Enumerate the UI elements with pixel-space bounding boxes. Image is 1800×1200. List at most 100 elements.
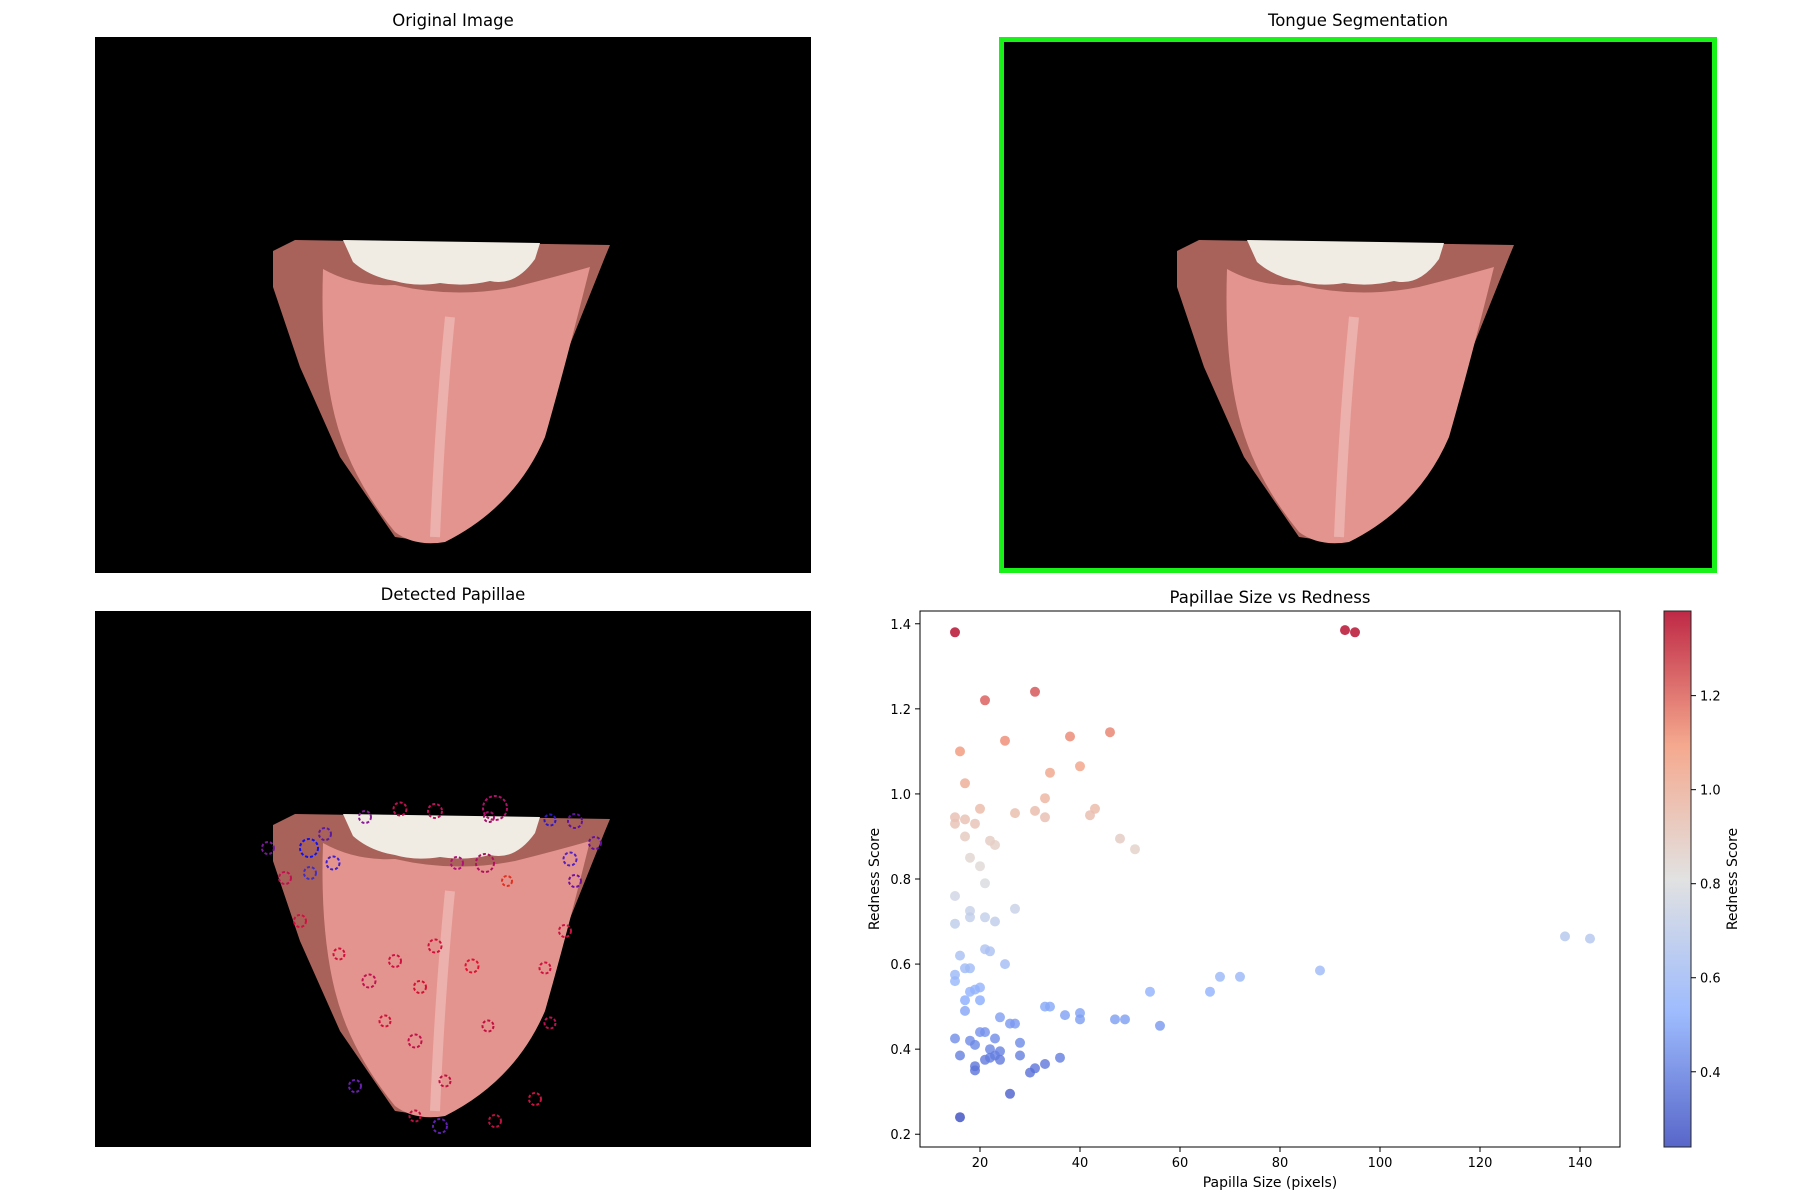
tongue-midline [430, 890, 455, 1112]
papilla-marker [378, 1014, 392, 1028]
papilla-marker [483, 811, 495, 823]
plot-area [919, 610, 1621, 1148]
scatter-point [955, 1112, 965, 1123]
papilla-marker [325, 855, 341, 871]
segmentation-bounding-box [999, 37, 1717, 573]
papilla-marker [464, 958, 480, 974]
scatter-point [1045, 1001, 1055, 1012]
y-axis-label: Redness Score [867, 828, 883, 930]
scatter-point [1010, 903, 1020, 914]
scatter-point [950, 1033, 960, 1044]
papilla-marker [407, 1033, 423, 1049]
scatter-point [980, 912, 990, 923]
scatter-point [960, 995, 970, 1006]
scatter-point [975, 803, 985, 814]
scatter-point [965, 963, 975, 974]
scatter-point [1215, 971, 1225, 982]
tongue-midline [1334, 316, 1359, 538]
scatter-point [1040, 1059, 1050, 1069]
papilla-marker [432, 1118, 448, 1134]
scatter-point [1030, 686, 1040, 697]
x-tick-label: 80 [1272, 1156, 1289, 1171]
scatter-point [965, 912, 975, 923]
segmented-tongue [1177, 240, 1514, 544]
scatter-point [1030, 805, 1040, 816]
scatter-point [1060, 1010, 1070, 1021]
scatter-point [1315, 965, 1325, 976]
papillae-title: Detected Papillae [380, 585, 526, 604]
y-tick-label: 0.6 [890, 958, 911, 973]
scatter-point [955, 746, 965, 757]
scatter-point [990, 916, 1000, 927]
scatter-point [1015, 1037, 1025, 1048]
scatter-point [1115, 833, 1125, 844]
scatter-point [1000, 735, 1010, 746]
scatter-point [955, 950, 965, 961]
papillae-overlay [261, 795, 610, 1134]
colorbar-tick-label: 1.2 [1700, 690, 1721, 705]
original-image-title: Original Image [392, 11, 514, 30]
scatter-point [1145, 986, 1155, 997]
teeth-shape [343, 240, 540, 285]
papilla-marker [481, 1019, 495, 1033]
segmentation-title: Tongue Segmentation [1267, 11, 1449, 30]
y-tick-label: 1.2 [890, 703, 911, 718]
papilla-marker [427, 803, 443, 819]
scatter-title: Papillae Size vs Redness [1170, 588, 1371, 607]
scatter-point [1025, 1067, 1035, 1078]
papilla-marker [427, 938, 443, 954]
scatter-point [1065, 731, 1075, 742]
colorbar-tick-label: 0.6 [1700, 972, 1721, 987]
x-tick-label: 20 [972, 1156, 989, 1171]
papilla-marker [543, 813, 557, 827]
scatter-point [995, 1054, 1005, 1065]
y-axis-ticks: 0.2 0.4 0.6 0.8 1.0 1.2 1.4 [890, 618, 920, 1143]
papilla-marker [438, 1074, 452, 1088]
papilla-marker [488, 1114, 502, 1128]
papilla-marker [293, 914, 307, 928]
scatter-point [960, 778, 970, 789]
papilla-marker [388, 954, 402, 968]
colorbar-label: Redness Score [1725, 828, 1741, 930]
scatter-point [995, 1012, 1005, 1023]
papilla-marker [538, 961, 552, 975]
y-tick-label: 1.4 [890, 618, 911, 633]
scatter-point [1235, 971, 1245, 982]
papilla-marker [303, 866, 317, 880]
scatter-point [1105, 727, 1115, 738]
scatter-point [1055, 1052, 1065, 1063]
colorbar-ticks: 0.4 0.6 0.8 1.0 1.2 [1691, 690, 1721, 1081]
tongue-midline [430, 316, 455, 538]
colorbar [1663, 610, 1692, 1148]
scatter-point [1005, 1088, 1015, 1099]
papilla-marker [475, 853, 495, 873]
scatter-points [950, 625, 1595, 1123]
scatter-point [1075, 1014, 1085, 1025]
y-tick-label: 0.4 [890, 1043, 911, 1058]
papilla-marker [562, 851, 578, 867]
scatter-point [1045, 767, 1055, 778]
y-tick-label: 0.8 [890, 873, 911, 888]
scatter-point [960, 814, 970, 825]
scatter-point [1350, 627, 1360, 638]
scatter-point [970, 818, 980, 829]
scatter-point [1000, 959, 1010, 970]
scatter-point [990, 1033, 1000, 1044]
colorbar-tick-label: 0.8 [1700, 878, 1721, 893]
scatter-point [1040, 793, 1050, 804]
scatter-point [980, 1027, 990, 1038]
papilla-marker [543, 1016, 557, 1030]
scatter-point [990, 840, 1000, 850]
papilla-marker [567, 813, 583, 829]
papilla-marker [318, 827, 332, 841]
teeth-shape [1247, 240, 1444, 285]
scatter-point [955, 1050, 965, 1061]
papilla-marker [450, 856, 464, 870]
tongue-shape [1226, 267, 1494, 544]
tongue-shape [322, 267, 590, 544]
scatter-point [970, 1039, 980, 1050]
tongue-photo [273, 240, 610, 544]
scatter-point [1205, 986, 1215, 997]
y-tick-label: 0.2 [890, 1128, 911, 1143]
